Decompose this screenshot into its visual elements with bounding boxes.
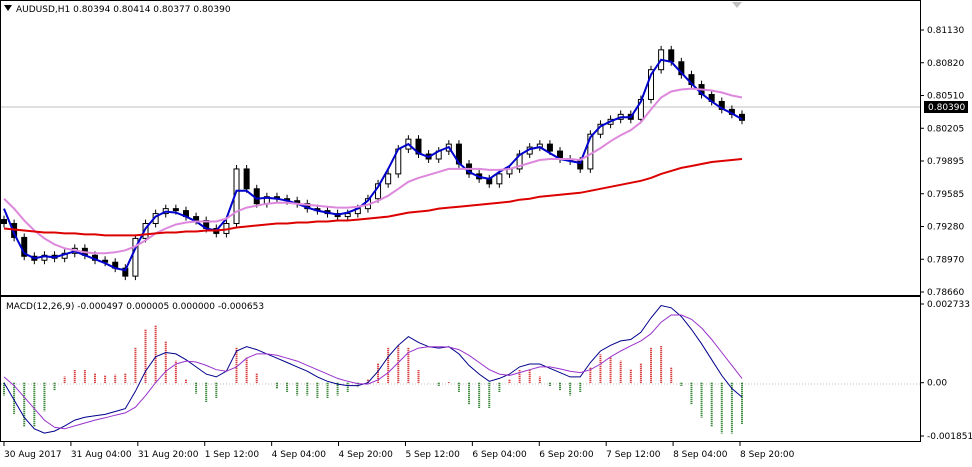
fast-ma-line (3, 58, 743, 272)
price-axis-label: 0.79585 (927, 190, 964, 200)
candle-body (678, 61, 685, 76)
macd-header: MACD(12,26,9) -0.000497 0.000005 0.00000… (6, 302, 264, 312)
time-axis-label: 8 Sep 20:00 (740, 450, 795, 460)
candle-body (385, 173, 392, 185)
price-axis-label: 0.79280 (927, 223, 964, 233)
mid-ma-line (3, 87, 743, 255)
price-axis-label: 0.79895 (927, 157, 964, 167)
candle-body (496, 173, 503, 185)
current-price-label: 0.80390 (928, 103, 965, 113)
macd-line (3, 304, 743, 434)
macd-axis-label: -0.001851 (927, 432, 972, 442)
time-axis-label: 7 Sep 12:00 (606, 450, 661, 460)
candle-body (1, 219, 7, 225)
candle-body (142, 223, 149, 239)
price-axis-label: 0.80820 (927, 59, 964, 69)
candle-body (668, 49, 675, 63)
time-axis-label: 1 Sep 12:00 (205, 450, 260, 460)
time-axis-label: 6 Sep 04:00 (472, 450, 527, 460)
price-axis-label: 0.81130 (927, 26, 964, 36)
time-axis-label: 4 Sep 04:00 (272, 450, 327, 460)
time-axis-label: 8 Sep 04:00 (673, 450, 728, 460)
symbol-header: AUDUSD,H1 0.80394 0.80414 0.80377 0.8039… (16, 5, 231, 15)
candle-body (546, 143, 553, 152)
time-axis-label: 4 Sep 20:00 (339, 450, 394, 460)
price-axis-label: 0.78970 (927, 255, 964, 265)
symbol-arrow-icon (4, 5, 12, 11)
candle-body (344, 213, 351, 218)
candle-body (243, 168, 250, 190)
candle-body (648, 69, 655, 100)
slow-ma-line (3, 158, 743, 237)
price-axis-label: 0.80205 (927, 124, 964, 134)
price-axis-label: 0.78660 (927, 288, 964, 298)
macd-axis-label: 0.00 (927, 379, 947, 389)
time-axis-label: 6 Sep 20:00 (539, 450, 594, 460)
current-price-badge (924, 101, 968, 113)
time-axis-label: 31 Aug 20:00 (138, 450, 199, 460)
time-axis-label: 31 Aug 04:00 (71, 450, 132, 460)
macd-panel-frame (0, 296, 921, 442)
price-axis-label: 0.80510 (927, 92, 964, 102)
signal-line (3, 314, 743, 430)
time-axis-label: 30 Aug 2017 (4, 450, 62, 460)
scroll-marker-icon (732, 2, 742, 8)
candle-body (172, 208, 179, 212)
candle-body (132, 237, 139, 277)
time-axis-label: 5 Sep 12:00 (405, 450, 460, 460)
macd-axis-label: 0.002733 (927, 300, 970, 310)
